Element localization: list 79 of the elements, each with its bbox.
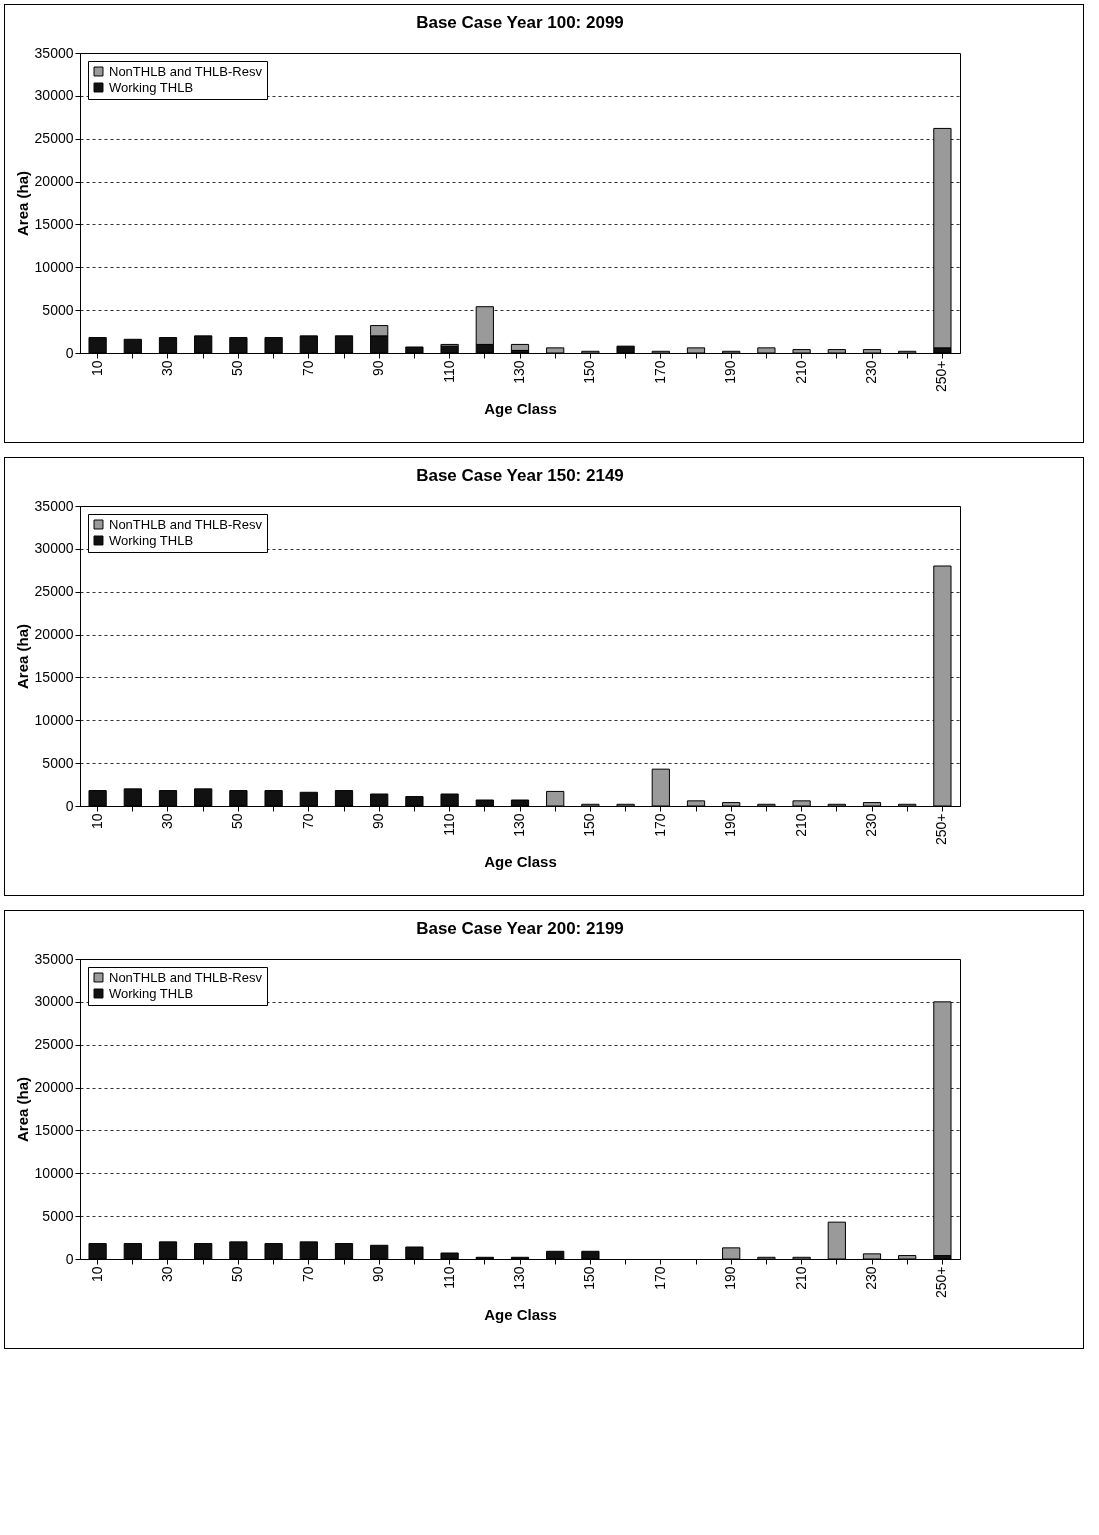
x-tick-label: 110 [440, 813, 457, 836]
x-tick-label: 150 [581, 1266, 598, 1290]
y-tick-label: 15000 [34, 215, 74, 232]
y-tick-label: 15000 [34, 668, 74, 685]
x-tick-label: 90 [370, 1266, 387, 1283]
y-tick-label: 25000 [34, 583, 74, 600]
x-tick-label: 190 [722, 1266, 739, 1290]
x-tick-label: 70 [299, 360, 316, 377]
y-tick-label: 15000 [34, 1121, 74, 1138]
x-axis-title: Age Class [484, 1306, 557, 1324]
x-tick-label: 30 [159, 360, 175, 377]
x-tick-label: 50 [229, 360, 246, 377]
x-tick-label: 110 [440, 1266, 457, 1289]
x-tick-label: 50 [229, 813, 246, 830]
x-tick-label: 230 [863, 360, 879, 384]
x-tick-label: 210 [792, 1266, 809, 1290]
y-tick-label: 5000 [42, 301, 74, 318]
x-tick-label: 30 [159, 813, 175, 830]
y-axis-title: Area (ha) [13, 623, 31, 690]
x-tick-label: 230 [863, 1266, 879, 1290]
legend-label: Working THLB [109, 985, 194, 1001]
legend-label: NonTHLB and THLB-Resv [109, 969, 263, 985]
legend-label: Working THLB [109, 79, 194, 95]
x-tick-label: 90 [370, 813, 387, 830]
x-tick-label: 230 [863, 813, 879, 837]
y-tick-label: 0 [65, 344, 74, 361]
y-tick-label: 20000 [34, 626, 74, 643]
x-tick-label: 250+ [933, 813, 950, 846]
y-tick-label: 5000 [42, 754, 74, 771]
legend-label: NonTHLB and THLB-Resv [109, 63, 263, 79]
x-tick-label: 30 [159, 1266, 175, 1283]
y-tick-label: 30000 [34, 993, 74, 1010]
x-tick-label: 50 [229, 1266, 246, 1283]
y-tick-label: 20000 [34, 1079, 74, 1096]
x-tick-label: 250+ [933, 1266, 950, 1299]
bar [510, 343, 530, 351]
x-tick-label: 210 [792, 813, 809, 837]
x-tick-label: 190 [722, 813, 739, 837]
x-tick-label: 130 [511, 813, 527, 837]
y-tick-label: 25000 [34, 130, 74, 147]
y-tick-label: 35000 [34, 44, 74, 61]
x-tick-label: 250+ [933, 360, 950, 393]
y-tick-label: 0 [65, 797, 74, 814]
y-tick-label: 30000 [34, 87, 74, 104]
x-tick-label: 150 [581, 360, 598, 384]
y-tick-label: 20000 [34, 173, 74, 190]
x-tick-label: 10 [88, 1266, 105, 1283]
y-tick-label: 0 [65, 1250, 74, 1267]
y-axis-title: Area (ha) [13, 1076, 31, 1143]
legend-label: Working THLB [109, 532, 194, 548]
y-tick-label: 10000 [34, 1164, 74, 1181]
x-tick-label: 190 [722, 360, 739, 384]
chart-title: Base Case Year 100: 2099 [416, 13, 624, 32]
y-tick-label: 30000 [34, 540, 74, 557]
x-tick-label: 150 [581, 813, 598, 837]
x-tick-label: 210 [792, 360, 809, 384]
x-tick-label: 10 [88, 360, 105, 377]
chart-title: Base Case Year 150: 2149 [416, 466, 624, 485]
x-tick-label: 130 [511, 360, 527, 384]
x-tick-label: 90 [370, 360, 387, 377]
x-tick-label: 70 [299, 813, 316, 830]
x-tick-label: 170 [651, 360, 668, 384]
y-tick-label: 10000 [34, 711, 74, 728]
legend-label: NonTHLB and THLB-Resv [109, 516, 263, 532]
x-tick-label: 110 [440, 360, 457, 383]
chart-title: Base Case Year 200: 2199 [416, 919, 624, 938]
x-axis-title: Age Class [484, 400, 557, 418]
x-tick-label: 170 [651, 813, 668, 837]
y-tick-label: 35000 [34, 950, 74, 967]
y-axis-title: Area (ha) [13, 170, 31, 237]
x-axis-title: Age Class [484, 853, 557, 871]
y-tick-label: 25000 [34, 1036, 74, 1053]
x-tick-label: 170 [651, 1266, 668, 1290]
x-tick-label: 70 [299, 1266, 316, 1283]
y-tick-label: 5000 [42, 1207, 74, 1224]
x-tick-label: 130 [511, 1266, 527, 1290]
y-tick-label: 10000 [34, 258, 74, 275]
x-tick-label: 10 [88, 813, 105, 830]
y-tick-label: 35000 [34, 497, 74, 514]
